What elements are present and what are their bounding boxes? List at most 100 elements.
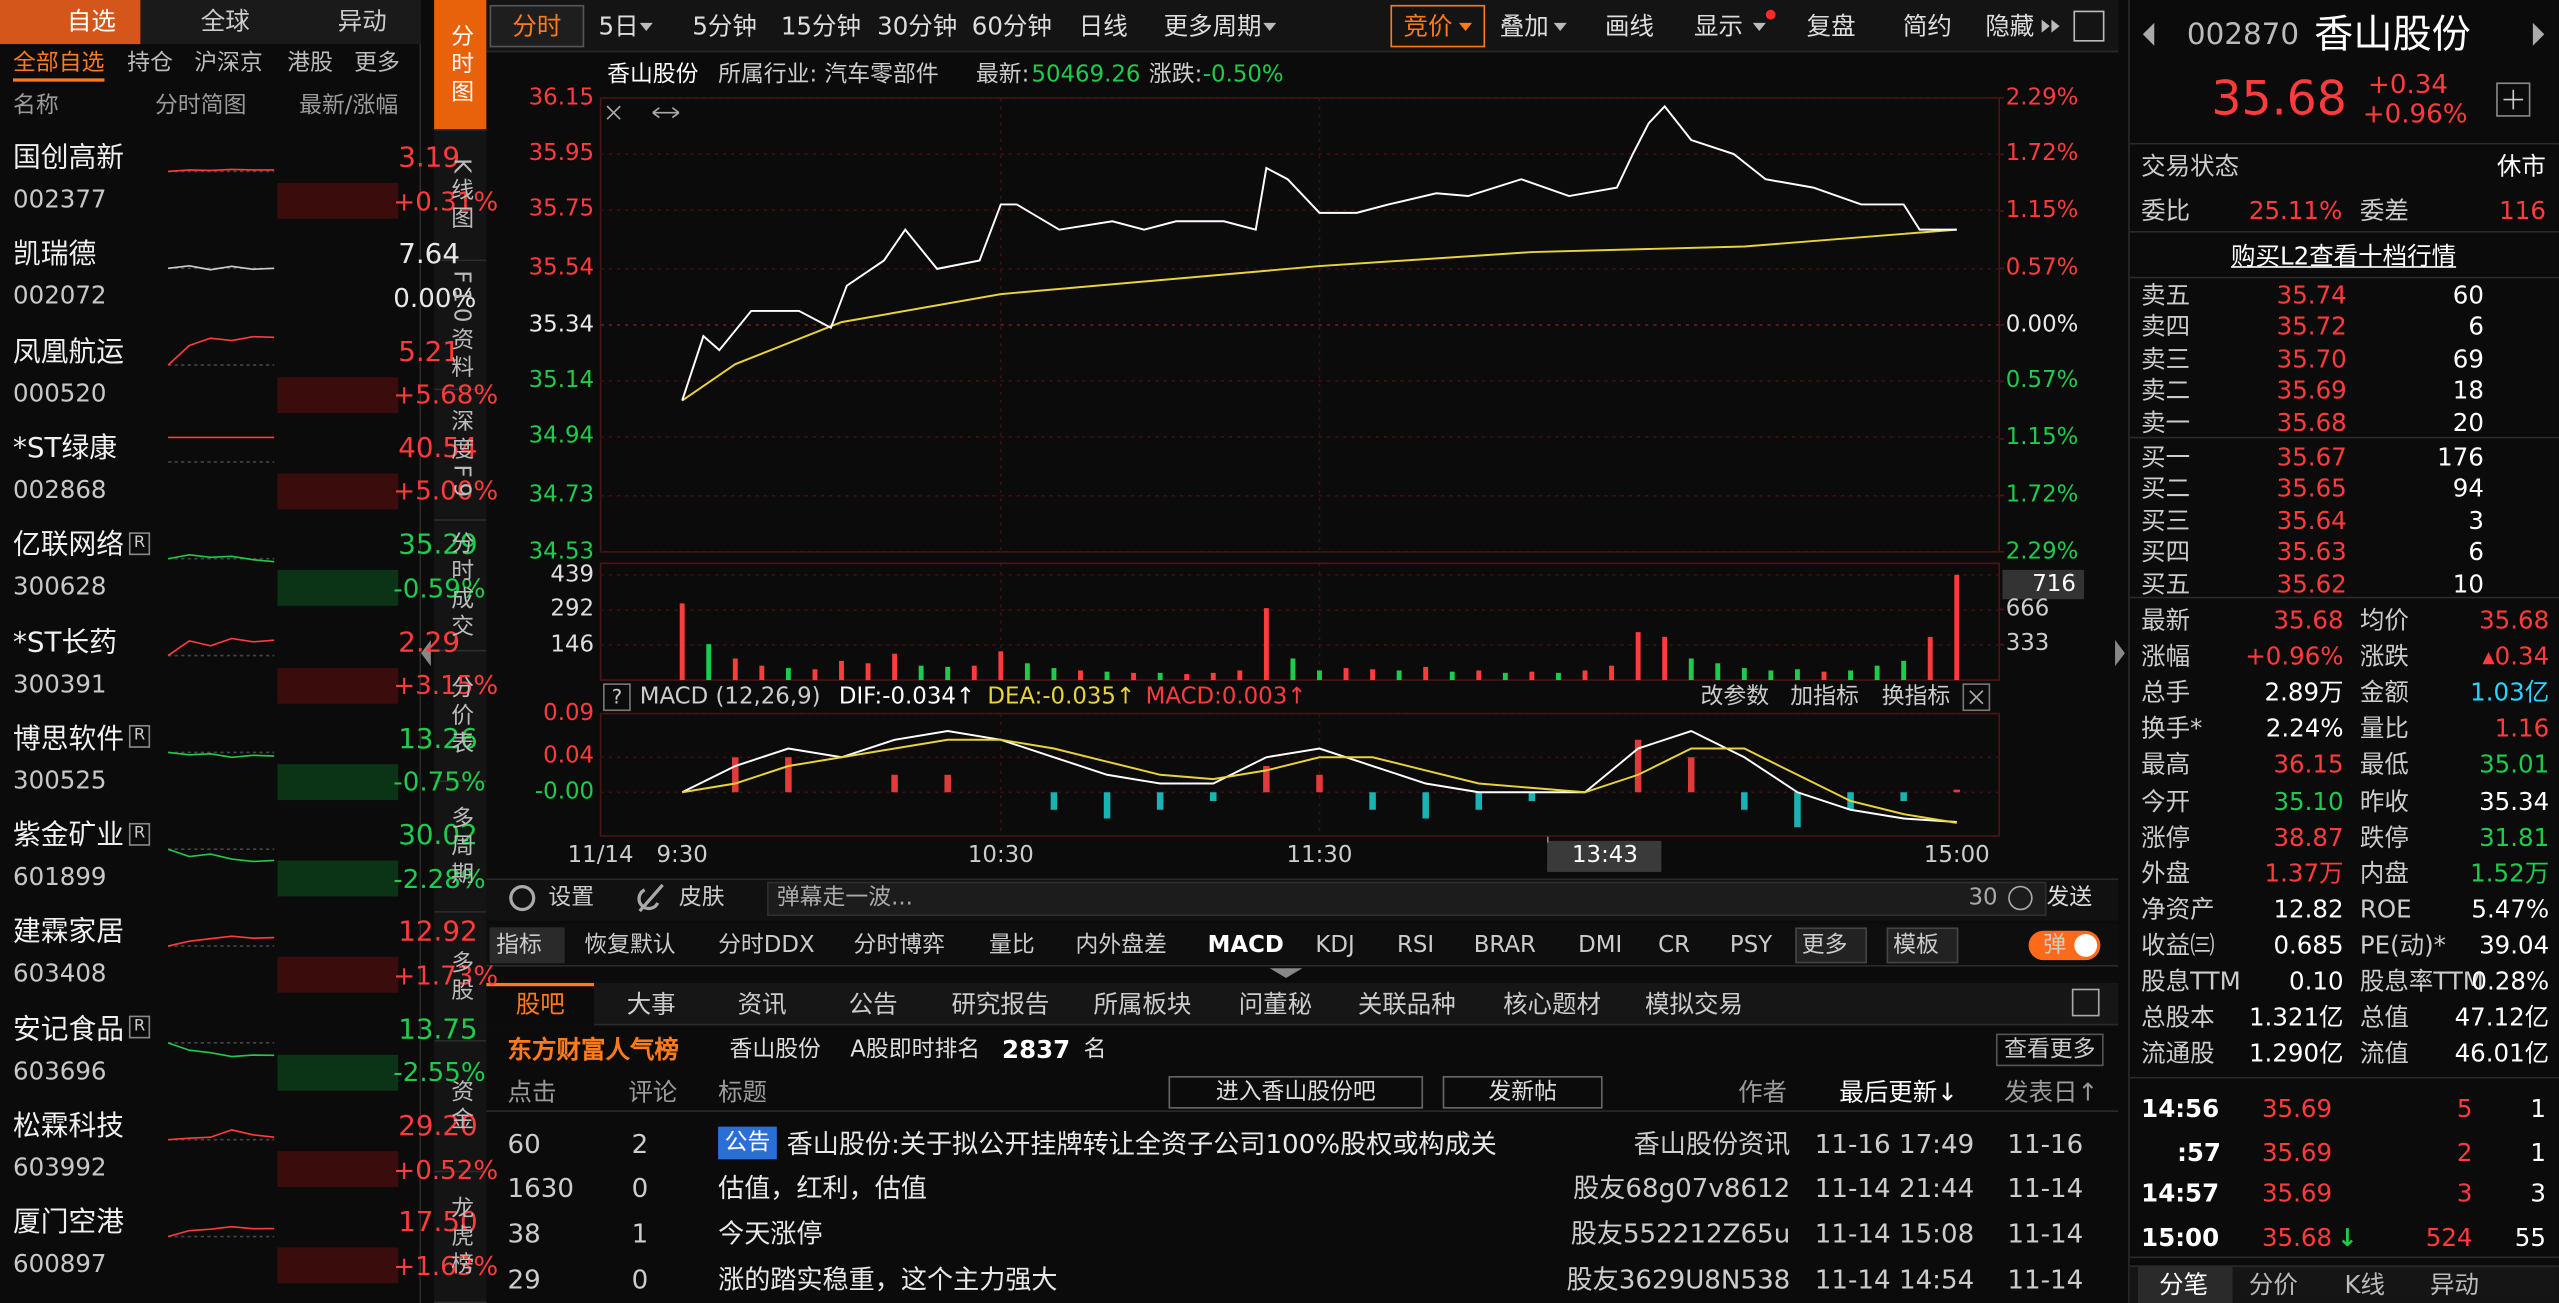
indicator-tab[interactable]: 量比: [988, 931, 1035, 958]
watchlist-subtab[interactable]: 港股: [287, 49, 333, 76]
post-title[interactable]: 估值，红利，估值: [718, 1172, 928, 1204]
side-tab[interactable]: [434, 0, 487, 131]
col-header[interactable]: 发表日↑: [2004, 1077, 2099, 1108]
period-button[interactable]: 日线: [1078, 11, 1128, 41]
news-tab[interactable]: 模拟交易: [1645, 989, 1744, 1019]
side-tab-label[interactable]: 资金: [447, 1079, 475, 1136]
side-tab-label[interactable]: 深度F9: [447, 409, 475, 503]
side-tab[interactable]: [434, 390, 487, 522]
period-button[interactable]: 分时: [512, 11, 562, 41]
indicator-tab[interactable]: 弹: [2043, 931, 2067, 958]
side-tab[interactable]: [434, 912, 487, 1043]
period-button[interactable]: 60分钟: [971, 11, 1052, 41]
side-tab[interactable]: [434, 521, 487, 652]
indicator-tab[interactable]: 指标: [496, 931, 542, 958]
settings-button[interactable]: 设置: [548, 884, 595, 911]
side-tab-label[interactable]: 分时成交: [447, 530, 475, 642]
watchlist-tab[interactable]: 全球: [200, 6, 250, 36]
indicator-tab[interactable]: 模板: [1893, 931, 1939, 958]
news-tab[interactable]: 资讯: [737, 989, 787, 1019]
side-tab[interactable]: [434, 130, 487, 261]
skin-button[interactable]: 皮肤: [678, 884, 725, 911]
tool-button[interactable]: 叠加: [1499, 11, 1549, 41]
side-tab-label[interactable]: K线图: [447, 157, 475, 234]
news-tab[interactable]: 大事: [626, 989, 676, 1019]
indicator-button[interactable]: 改参数: [1700, 683, 1770, 710]
tool-button[interactable]: 简约: [1902, 11, 1952, 41]
watchlist-subtab[interactable]: 更多: [354, 49, 400, 76]
watchlist-subtab[interactable]: 全部自选: [13, 50, 105, 81]
side-tab[interactable]: [434, 1172, 487, 1303]
stock-name[interactable]: 松霖科技: [13, 1110, 125, 1143]
indicator-tab[interactable]: CR: [1658, 931, 1690, 958]
side-tab-label[interactable]: 龙虎榜: [447, 1196, 475, 1280]
news-tab[interactable]: 所属板块: [1093, 989, 1192, 1019]
quote-tab[interactable]: K线: [2344, 1270, 2386, 1300]
period-button[interactable]: 30分钟: [877, 11, 958, 41]
tool-button[interactable]: 隐藏: [1985, 11, 2035, 41]
stock-name[interactable]: 亿联网络: [13, 529, 125, 562]
indicator-tab[interactable]: 恢复默认: [584, 931, 676, 958]
side-tab-label[interactable]: 多周期: [447, 805, 475, 889]
indicator-tab[interactable]: 分时DDX: [718, 931, 815, 958]
stock-name[interactable]: 厦门空港: [13, 1207, 125, 1240]
indicator-tab[interactable]: 分时博弈: [853, 931, 945, 958]
post-title[interactable]: 涨的踏实稳重，这个主力强大: [718, 1263, 1058, 1295]
indicator-button[interactable]: 加指标: [1790, 683, 1859, 710]
more-button[interactable]: [1995, 1033, 2104, 1067]
watchlist-tab[interactable]: 自选: [66, 6, 116, 36]
period-button[interactable]: 5日: [598, 11, 639, 41]
tool-button[interactable]: 复盘: [1806, 11, 1856, 41]
stock-name[interactable]: *ST绿康: [13, 432, 117, 466]
quote-tab[interactable]: 分价: [2248, 1270, 2298, 1300]
send-button[interactable]: 发送: [2046, 884, 2093, 911]
news-tab[interactable]: 公告: [848, 989, 898, 1019]
stock-name[interactable]: *ST长药: [13, 626, 117, 659]
indicator-tab[interactable]: 更多: [1801, 931, 1848, 958]
indicator-tab[interactable]: DMI: [1578, 931, 1623, 958]
watchlist-subtab[interactable]: 持仓: [127, 49, 173, 76]
indicator-tab[interactable]: BRAR: [1473, 931, 1536, 958]
quote-tab[interactable]: 分笔: [2159, 1270, 2209, 1300]
watchlist-tab[interactable]: 异动: [337, 6, 387, 36]
side-tab[interactable]: [434, 781, 487, 913]
stock-name[interactable]: 紫金矿业: [13, 819, 125, 853]
watchlist-subtab[interactable]: 沪深京: [194, 49, 263, 76]
side-tab-label[interactable]: 分时图: [447, 23, 475, 107]
l2-link[interactable]: 购买L2查看十档行情: [2231, 241, 2457, 272]
stock-name[interactable]: 博思软件: [13, 722, 125, 756]
news-tab[interactable]: 关联品种: [1357, 989, 1456, 1019]
stock-name[interactable]: 建霖家居: [13, 916, 125, 950]
indicator-tab[interactable]: 内外盘差: [1075, 931, 1167, 958]
period-button[interactable]: 5分钟: [692, 11, 757, 41]
side-tab[interactable]: [434, 260, 487, 391]
side-tab-label[interactable]: 分价表: [447, 675, 475, 759]
side-tab[interactable]: [434, 651, 487, 782]
tool-button[interactable]: 显示: [1694, 11, 1743, 41]
tool-button[interactable]: 竞价: [1403, 11, 1453, 41]
news-tab[interactable]: 股吧: [515, 989, 565, 1019]
period-button[interactable]: 更多周期: [1163, 11, 1262, 41]
period-button[interactable]: 15分钟: [780, 11, 861, 41]
more-label[interactable]: 查看更多: [2004, 1036, 2096, 1063]
side-tab-label[interactable]: 多股: [447, 949, 475, 1006]
news-tab[interactable]: 研究报告: [951, 989, 1050, 1019]
indicator-tab[interactable]: PSY: [1729, 931, 1773, 958]
stock-name[interactable]: 国创高新: [13, 142, 125, 175]
tool-button[interactable]: 画线: [1605, 11, 1655, 41]
side-tab-label[interactable]: F10资料: [447, 269, 475, 383]
post-title[interactable]: 今天涨停: [718, 1217, 823, 1249]
quote-tab[interactable]: 异动: [2430, 1270, 2480, 1300]
stock-name[interactable]: 凯瑞德: [13, 238, 97, 272]
news-tab[interactable]: 问董秘: [1238, 989, 1313, 1019]
indicator-tab[interactable]: RSI: [1396, 931, 1435, 958]
indicator-tab[interactable]: KDJ: [1315, 931, 1355, 958]
post-title[interactable]: 香山股份:关于拟公开挂牌转让全资子公司100%股权或构成关: [786, 1127, 1497, 1159]
enter-bar-button[interactable]: [1168, 1076, 1424, 1109]
col-header[interactable]: 最后更新↓: [1839, 1077, 1958, 1108]
stock-name[interactable]: 安记食品: [13, 1013, 125, 1047]
indicator-button[interactable]: 换指标: [1881, 683, 1951, 710]
news-tab[interactable]: 核心题材: [1503, 989, 1602, 1019]
new-post[interactable]: 发新帖: [1488, 1078, 1557, 1105]
indicator-tab[interactable]: MACD: [1207, 931, 1284, 958]
